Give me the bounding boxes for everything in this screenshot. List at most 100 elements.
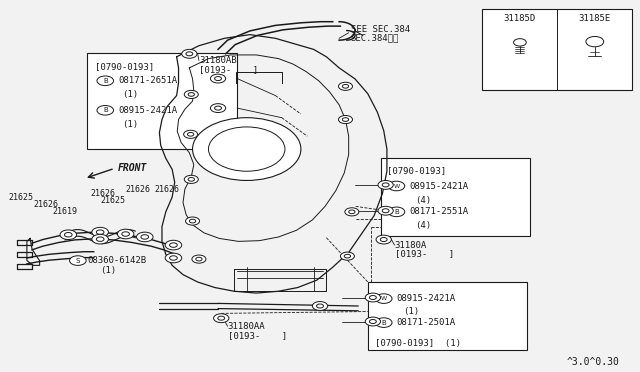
Circle shape [97,237,104,241]
Circle shape [141,235,148,239]
Circle shape [65,232,72,237]
Circle shape [182,49,197,58]
Text: (1): (1) [100,266,116,275]
Circle shape [189,219,196,223]
Text: (1): (1) [403,307,419,316]
Circle shape [193,118,301,180]
Circle shape [218,316,225,320]
Circle shape [188,93,195,96]
Circle shape [339,82,353,90]
Circle shape [188,177,195,181]
Text: (1): (1) [122,90,139,99]
Circle shape [376,318,392,327]
Text: [0193-    ]: [0193- ] [199,65,258,74]
Circle shape [170,243,177,247]
Circle shape [312,302,328,310]
Circle shape [60,230,77,240]
Circle shape [192,255,206,263]
FancyBboxPatch shape [381,158,531,236]
Circle shape [342,118,349,121]
Circle shape [382,183,389,187]
Text: 08171-2651A: 08171-2651A [118,76,177,85]
Text: 08915-2421A: 08915-2421A [118,106,177,115]
Text: 08171-2551A: 08171-2551A [409,207,468,217]
Circle shape [317,304,323,308]
Circle shape [365,317,381,326]
Circle shape [339,115,353,124]
Circle shape [170,256,177,260]
Text: B: B [381,320,386,326]
Circle shape [344,254,351,258]
Circle shape [165,253,182,263]
Text: 21626: 21626 [91,189,116,198]
Text: 08915-2421A: 08915-2421A [396,294,456,303]
Text: 21626: 21626 [155,185,180,194]
FancyBboxPatch shape [368,282,527,350]
Text: (4): (4) [415,196,432,205]
Circle shape [184,130,198,138]
Circle shape [188,132,194,136]
Circle shape [117,229,134,239]
Circle shape [378,180,394,189]
Text: 21619: 21619 [52,207,77,217]
Circle shape [376,294,392,304]
Text: 31185E: 31185E [579,13,611,22]
Text: SEE SEC.384: SEE SEC.384 [351,25,410,33]
Circle shape [382,209,389,213]
Circle shape [122,232,129,236]
Text: (1): (1) [122,120,139,129]
Circle shape [340,252,355,260]
Text: 31185D: 31185D [504,13,536,22]
Text: 31180AB: 31180AB [199,56,237,65]
Text: (4): (4) [415,221,432,230]
Circle shape [136,232,153,242]
Circle shape [97,76,113,86]
Circle shape [70,256,86,265]
Circle shape [214,314,229,323]
Text: 21625: 21625 [8,193,33,202]
Circle shape [345,208,359,216]
Circle shape [165,240,182,250]
Text: B: B [394,209,399,215]
FancyBboxPatch shape [88,53,237,149]
Text: S: S [76,257,80,264]
Text: SEC.384参照: SEC.384参照 [351,34,399,43]
Text: 31180A: 31180A [394,241,427,250]
Circle shape [209,127,285,171]
Text: FRONT: FRONT [118,163,147,173]
Text: 31180AA: 31180AA [228,322,265,331]
Text: 08360-6142B: 08360-6142B [88,256,147,265]
Circle shape [369,320,376,324]
Circle shape [349,210,355,214]
Circle shape [97,230,104,234]
Circle shape [513,39,526,46]
Text: 21625: 21625 [100,196,125,205]
FancyBboxPatch shape [483,9,632,90]
Circle shape [365,293,381,302]
Circle shape [211,74,226,83]
Circle shape [388,181,404,191]
Circle shape [196,257,202,261]
Text: 21626: 21626 [126,185,151,194]
Text: B: B [103,78,108,84]
Circle shape [378,206,394,215]
Circle shape [92,227,108,237]
Text: [0193-    ]: [0193- ] [394,249,454,258]
Text: [0790-0193]: [0790-0193] [95,62,154,71]
Circle shape [369,295,376,299]
Circle shape [214,106,221,110]
Text: 08171-2501A: 08171-2501A [396,318,456,327]
Circle shape [211,104,226,112]
Text: [0790-0193]: [0790-0193] [387,166,446,176]
Circle shape [97,106,113,115]
Text: [0790-0193]  (1): [0790-0193] (1) [376,339,461,348]
Text: B: B [103,107,108,113]
Text: [0193-    ]: [0193- ] [228,331,287,340]
Text: W: W [394,183,399,189]
Circle shape [186,217,200,225]
Text: 08915-2421A: 08915-2421A [409,182,468,190]
Circle shape [586,36,604,47]
Circle shape [184,175,198,183]
Circle shape [184,90,198,99]
Circle shape [380,238,387,241]
